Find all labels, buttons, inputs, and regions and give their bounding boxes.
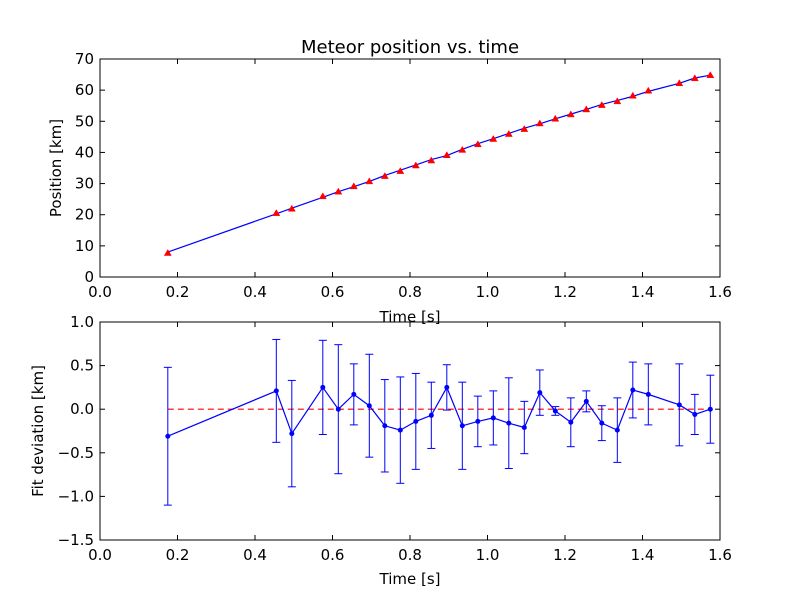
deviation-y-tick-label: −0.5	[58, 444, 94, 462]
position-x-tick-label: 0.2	[166, 283, 190, 301]
position-data-point	[458, 145, 467, 153]
deviation-data-point	[506, 420, 512, 426]
position-plot: Meteor position vs. time 0.0 0.2 0.4 0.6 0.8…	[47, 37, 732, 326]
position-x-tick-label: 0.4	[243, 283, 267, 301]
deviation-data-point	[490, 415, 496, 421]
deviation-y-tick-label: 0.5	[70, 357, 94, 375]
position-data-point	[535, 119, 544, 127]
deviation-data-point	[382, 423, 388, 429]
deviation-x-tick-label: 0.8	[398, 546, 422, 564]
deviation-data-point	[459, 423, 465, 429]
deviation-line	[167, 386, 711, 437]
deviation-data-point	[366, 403, 372, 409]
position-y-axis-label: Position [km]	[47, 119, 65, 217]
position-data-point	[473, 140, 482, 148]
deviation-data-point	[413, 418, 419, 424]
deviation-x-axis-label: Time [s]	[379, 570, 441, 588]
position-x-tick-label: 1.4	[631, 283, 655, 301]
deviation-data-point	[707, 406, 713, 412]
deviation-x-tick-label: 1.4	[631, 546, 655, 564]
position-data-point	[442, 151, 451, 158]
deviation-data-point	[630, 387, 636, 393]
deviation-x-tick-label: 1.6	[708, 546, 732, 564]
deviation-data-point	[676, 402, 682, 408]
position-x-tick-label: 1.6	[708, 283, 732, 301]
position-data-point	[380, 172, 389, 179]
position-y-tick-label: 20	[75, 206, 94, 224]
position-data-point	[349, 182, 358, 190]
deviation-y-axis-label: Fit deviation [km]	[29, 365, 47, 497]
deviation-data-point	[351, 391, 357, 397]
deviation-data-point	[568, 419, 574, 425]
deviation-y-tick-label: 1.0	[70, 313, 94, 331]
deviation-y-tick-label: 0.0	[70, 400, 94, 418]
deviation-data-point	[583, 398, 589, 404]
position-y-tick-label: 50	[75, 112, 94, 130]
position-data-point	[411, 161, 420, 169]
deviation-data-point	[428, 412, 434, 418]
position-x-tick-label: 0.0	[88, 283, 112, 301]
position-data-point	[489, 135, 498, 142]
deviation-data-point	[335, 406, 341, 412]
position-data-point	[318, 192, 327, 200]
deviation-data-point	[692, 411, 698, 417]
position-data-point	[597, 101, 606, 108]
position-data-point	[504, 130, 513, 137]
position-data-point	[334, 187, 343, 195]
position-y-tick-label: 0	[84, 268, 94, 286]
position-y-tick-label: 70	[75, 50, 94, 68]
position-data-point	[396, 167, 405, 174]
fit-deviation-plot: 0.0 0.2 0.4 0.6 0.8 1.0 1.2 1.4 1.6 −1.5 −1.0 −0.5 0…	[29, 313, 732, 588]
position-data-point	[365, 177, 374, 185]
deviation-data-point	[320, 384, 326, 390]
position-data-point	[520, 125, 529, 132]
position-data-point	[690, 74, 699, 82]
position-data-point	[613, 97, 622, 105]
deviation-x-tick-label: 0.0	[88, 546, 112, 564]
position-data-point	[287, 204, 296, 212]
position-x-tick-label: 0.8	[398, 283, 422, 301]
position-y-tick-label: 10	[75, 237, 94, 255]
position-data-point	[272, 209, 281, 216]
position-y-tick-label: 40	[75, 143, 94, 161]
position-data-point	[706, 71, 715, 78]
position-y-tick-label: 30	[75, 175, 94, 193]
deviation-y-tick-label: −1.0	[58, 487, 94, 505]
deviation-data-point	[521, 425, 527, 431]
fit-line	[167, 74, 711, 253]
position-data-point	[582, 105, 591, 113]
deviation-x-tick-label: 0.6	[321, 546, 345, 564]
position-y-tick-label: 60	[75, 81, 94, 99]
deviation-x-tick-label: 1.2	[553, 546, 577, 564]
position-axes-frame	[99, 58, 721, 278]
deviation-data-point	[645, 391, 651, 397]
position-x-tick-label: 1.2	[553, 283, 577, 301]
position-data-point	[628, 91, 637, 99]
deviation-data-point	[165, 433, 171, 439]
deviation-x-tick-label: 0.2	[166, 546, 190, 564]
position-data-point	[551, 114, 560, 122]
deviation-x-tick-label: 0.4	[243, 546, 267, 564]
deviation-data-point	[273, 388, 279, 394]
deviation-data-point	[444, 384, 450, 390]
deviation-data-point	[475, 418, 481, 424]
position-data-point	[644, 86, 653, 94]
deviation-data-point	[397, 427, 403, 433]
deviation-y-tick-label: −1.5	[58, 531, 94, 549]
position-data-point	[566, 110, 575, 118]
deviation-x-tick-label: 1.0	[476, 546, 500, 564]
position-data-point	[163, 249, 172, 256]
deviation-data-point	[614, 427, 620, 433]
position-data-point	[427, 156, 436, 164]
deviation-axes-frame	[99, 321, 721, 541]
position-data-point	[675, 79, 684, 87]
position-x-tick-label: 1.0	[476, 283, 500, 301]
position-x-tick-label: 0.6	[321, 283, 345, 301]
deviation-data-point	[289, 431, 295, 437]
deviation-data-point	[599, 420, 605, 426]
deviation-data-point	[537, 390, 543, 396]
chart-title: Meteor position vs. time	[301, 37, 519, 58]
deviation-data-point	[552, 408, 558, 414]
